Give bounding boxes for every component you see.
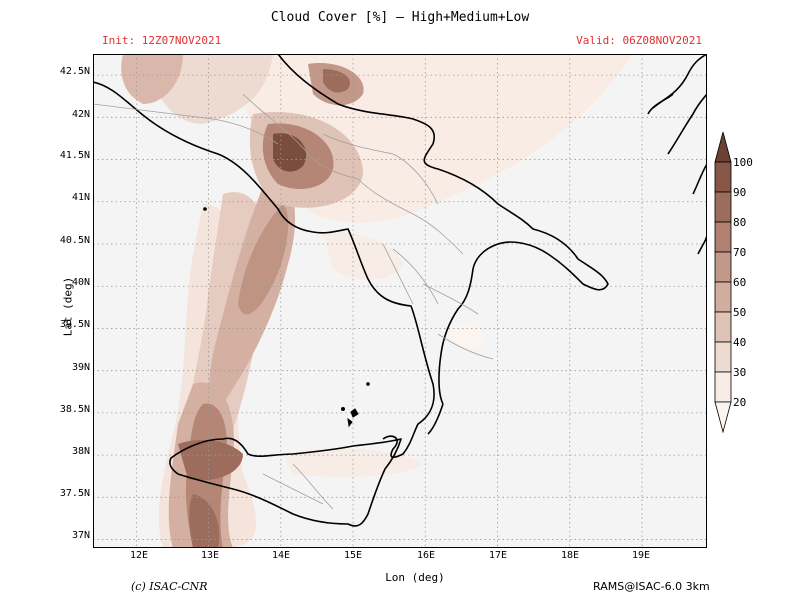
colorbar-swatch <box>714 341 732 373</box>
x-axis-title: Lon (deg) <box>385 571 445 584</box>
lat-tick: 41.5N <box>59 150 90 161</box>
y-axis-title: Lat (deg) <box>61 276 75 337</box>
lon-tick: 18E <box>560 550 580 561</box>
colorbar-label: 70 <box>733 246 747 259</box>
colorbar-label: 80 <box>733 216 747 229</box>
lat-tick: 39N <box>71 362 90 373</box>
lon-tick: 16E <box>416 550 436 561</box>
colorbar-swatch <box>714 191 732 223</box>
colorbar-swatch <box>714 401 732 434</box>
colorbar-swatch <box>714 132 732 163</box>
lat-tick: 40N <box>71 277 90 288</box>
lon-tick: 12E <box>129 550 149 561</box>
lon-tick: 19E <box>631 550 651 561</box>
islands <box>203 207 370 428</box>
init-time: Init: 12Z07NOV2021 <box>102 34 222 47</box>
colorbar-label: 20 <box>733 396 747 409</box>
colorbar-label: 90 <box>733 186 747 199</box>
lon-tick: 17E <box>488 550 508 561</box>
lat-tick: 39.5N <box>59 319 90 330</box>
colorbar-swatch <box>714 371 732 403</box>
valid-time: Valid: 06Z08NOV2021 <box>576 34 702 47</box>
colorbar <box>714 132 732 434</box>
map-frame <box>93 54 707 548</box>
colorbar-label: 100 <box>733 156 753 169</box>
lat-tick: 42.5N <box>59 66 90 77</box>
lat-tick: 41N <box>71 192 90 203</box>
cloud-cover-map <box>93 54 707 548</box>
lat-tick: 37.5N <box>59 488 90 499</box>
colorbar-swatch <box>714 221 732 253</box>
credit-text: (c) ISAC-CNR <box>131 580 208 593</box>
colorbar-label: 50 <box>733 306 747 319</box>
lat-tick: 38N <box>71 446 90 457</box>
model-text: RAMS@ISAC-6.0 3km <box>593 580 710 593</box>
lat-tick: 42N <box>71 109 90 120</box>
colorbar-swatch <box>714 161 732 193</box>
colorbar-label: 30 <box>733 366 747 379</box>
lat-tick: 40.5N <box>59 235 90 246</box>
colorbar-swatch <box>714 281 732 313</box>
lon-tick: 15E <box>343 550 363 561</box>
lat-tick: 38.5N <box>59 404 90 415</box>
colorbar-label: 40 <box>733 336 747 349</box>
cloud-cover-shading <box>121 54 633 548</box>
lat-tick: 37N <box>71 530 90 541</box>
lon-tick: 14E <box>271 550 291 561</box>
chart-title: Cloud Cover [%] — High+Medium+Low <box>270 10 530 25</box>
colorbar-swatch <box>714 251 732 283</box>
coastlines <box>93 54 707 527</box>
region-borders <box>93 93 494 510</box>
colorbar-label: 60 <box>733 276 747 289</box>
colorbar-swatch <box>714 311 732 343</box>
lon-tick: 13E <box>200 550 220 561</box>
